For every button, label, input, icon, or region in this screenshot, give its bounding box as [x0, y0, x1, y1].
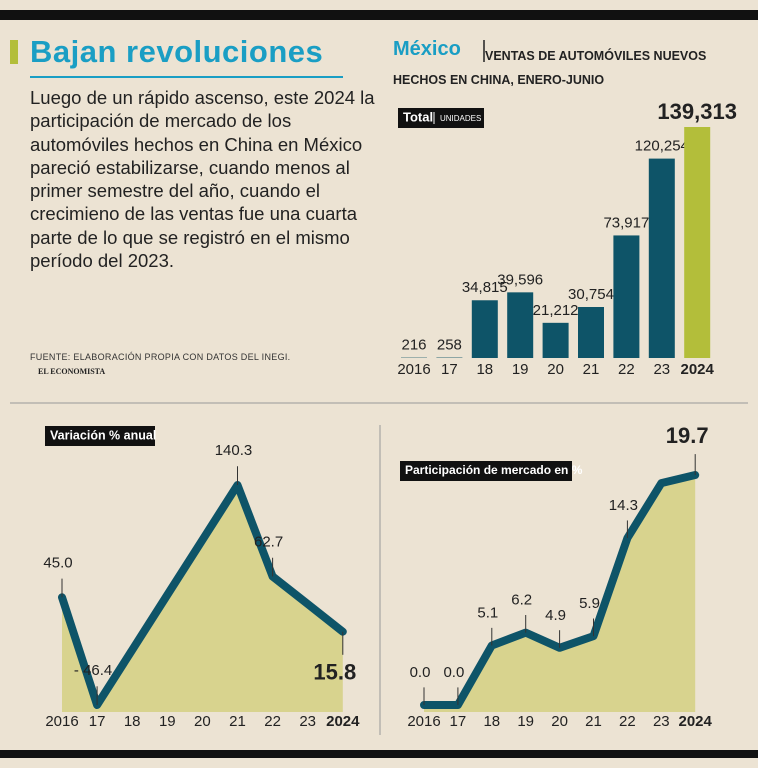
x-tick-label: 19: [512, 361, 529, 378]
chart-label: Total: [403, 109, 433, 124]
x-tick-label: 2024: [679, 713, 713, 730]
x-tick-label: 18: [476, 361, 493, 378]
x-tick-label: 17: [89, 713, 106, 730]
bar: [613, 235, 640, 358]
label-box: [400, 461, 572, 481]
unit-label: UNIDADES: [440, 114, 481, 123]
x-tick-label: 19: [159, 713, 176, 730]
bar: [542, 322, 569, 358]
label-box: [45, 426, 155, 446]
x-tick-label: 20: [194, 713, 211, 730]
body-text: Luego de un rápido ascenso, este 2024 la…: [30, 87, 375, 272]
x-tick-label: 2024: [681, 361, 715, 378]
value-label: 15.8: [313, 660, 356, 685]
value-label: 14.3: [609, 497, 638, 514]
value-label: 34,815: [462, 279, 508, 296]
chart-label: Participación de mercado en %: [405, 463, 583, 477]
line: [58, 481, 347, 709]
x-tick-label: 2024: [326, 713, 360, 730]
value-label: 0.0: [410, 664, 431, 681]
area: [424, 475, 696, 712]
x-tick-label: 20: [547, 361, 564, 378]
x-tick-label: 23: [653, 713, 670, 730]
value-label: 30,754: [568, 286, 614, 303]
value-label: 5.1: [477, 604, 498, 621]
bar: [471, 300, 498, 358]
x-tick-label: 23: [653, 361, 670, 378]
x-tick-label: 21: [585, 713, 602, 730]
x-tick-label: 2016: [407, 713, 440, 730]
x-tick-label: 21: [229, 713, 246, 730]
value-label: 0.0: [443, 664, 464, 681]
x-tick-label: 19: [517, 713, 534, 730]
x-tick-label: 22: [619, 713, 636, 730]
x-tick-label: 21: [583, 361, 600, 378]
x-tick-label: 22: [264, 713, 281, 730]
x-tick-label: 18: [483, 713, 500, 730]
page-title: Bajan revoluciones: [30, 34, 324, 69]
x-tick-label: 17: [450, 713, 467, 730]
source: FUENTE: ELABORACIÓN PROPIA CON DATOS DEL…: [30, 352, 291, 362]
value-label: 4.9: [545, 607, 566, 624]
value-label: 139,313: [657, 99, 737, 124]
label-box: [398, 108, 484, 128]
chart-subtitle: VENTAS DE AUTOMÓVILES NUEVOS HECHOS EN C…: [393, 49, 707, 87]
top-band: [0, 10, 758, 20]
x-tick-label: 17: [441, 361, 458, 378]
x-tick-label: 18: [124, 713, 141, 730]
value-label: 5.9: [579, 595, 600, 612]
bar: [648, 158, 675, 358]
value-label: 19.7: [666, 423, 709, 448]
value-label: 6.2: [511, 592, 532, 609]
value-label: 62.7: [254, 533, 283, 550]
value-label: 21,212: [533, 302, 579, 319]
title-marker: [10, 40, 18, 64]
value-label: 140.3: [215, 442, 253, 459]
x-tick-label: 22: [618, 361, 635, 378]
chart-title: México: [393, 38, 461, 60]
brand: EL ECONOMISTA: [38, 367, 106, 376]
x-tick-label: 2016: [397, 361, 430, 378]
value-label: 73,917: [603, 214, 649, 231]
chart-label: Variación % anual: [50, 428, 156, 442]
value-label: - 46.4: [74, 662, 112, 679]
value-label: 39,596: [497, 271, 543, 288]
bar: [578, 307, 604, 358]
bar: [684, 127, 711, 358]
value-label: 120,254: [635, 138, 689, 155]
x-tick-label: 20: [551, 713, 568, 730]
value-label: 216: [401, 337, 426, 354]
value-label: 45.0: [43, 554, 72, 571]
value-label: 258: [437, 337, 462, 354]
x-tick-label: 2016: [45, 713, 78, 730]
bottom-band: [0, 750, 758, 758]
x-tick-label: 23: [299, 713, 316, 730]
bar: [507, 292, 534, 358]
